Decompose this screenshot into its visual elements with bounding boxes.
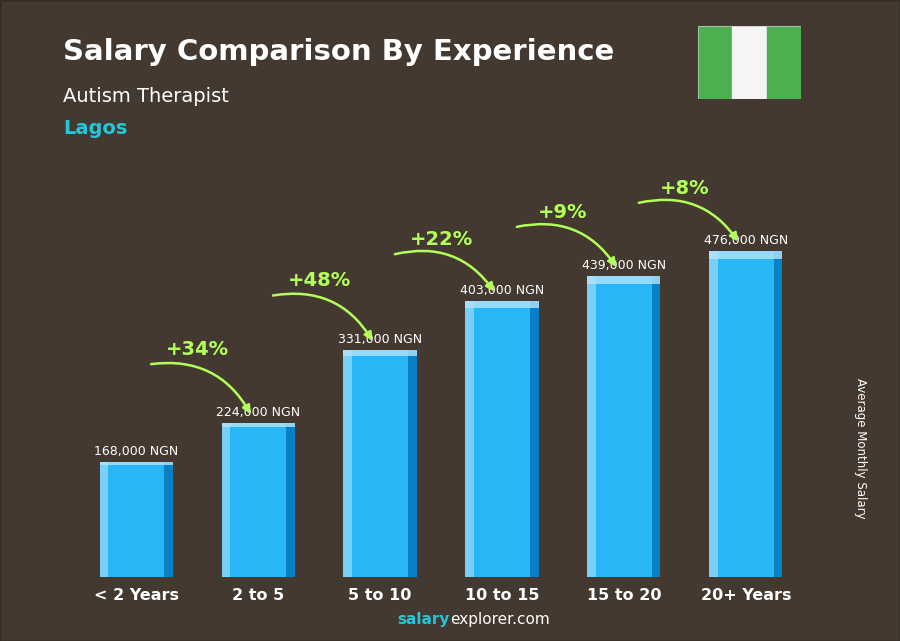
Bar (465, 301, 538, 577)
Text: Autism Therapist: Autism Therapist (63, 87, 229, 106)
Text: +22%: +22% (410, 230, 472, 249)
Bar (221, 424, 230, 577)
Text: Salary Comparison By Experience: Salary Comparison By Experience (63, 38, 614, 67)
Bar (286, 424, 294, 577)
Text: 403,000 NGN: 403,000 NGN (460, 284, 544, 297)
Bar (344, 350, 417, 356)
Bar (465, 301, 538, 308)
Text: 476,000 NGN: 476,000 NGN (704, 233, 788, 247)
Bar (588, 276, 661, 577)
Text: explorer.com: explorer.com (450, 612, 550, 627)
Text: +34%: +34% (166, 340, 229, 359)
Bar (100, 462, 173, 577)
Text: Average Monthly Salary: Average Monthly Salary (854, 378, 867, 519)
Bar (588, 276, 596, 577)
Bar (709, 251, 782, 577)
Bar (164, 462, 173, 577)
Text: +8%: +8% (660, 179, 710, 198)
Bar (709, 251, 782, 259)
Bar (588, 276, 661, 283)
Bar (408, 350, 417, 577)
Text: 224,000 NGN: 224,000 NGN (216, 406, 301, 419)
Bar (652, 276, 661, 577)
Bar (344, 350, 417, 577)
Bar (100, 462, 173, 465)
Text: 331,000 NGN: 331,000 NGN (338, 333, 422, 346)
Bar (221, 424, 294, 428)
Text: 168,000 NGN: 168,000 NGN (94, 445, 178, 458)
Bar (709, 251, 718, 577)
Bar (774, 251, 782, 577)
Bar (100, 462, 108, 577)
Text: +9%: +9% (538, 203, 588, 222)
Bar (732, 26, 767, 99)
Text: Lagos: Lagos (63, 119, 128, 138)
Bar (530, 301, 538, 577)
Bar (465, 301, 474, 577)
Text: salary: salary (398, 612, 450, 627)
Text: +48%: +48% (287, 272, 351, 290)
Text: 439,000 NGN: 439,000 NGN (581, 259, 666, 272)
Bar (767, 26, 801, 99)
Bar (344, 350, 352, 577)
Bar (221, 424, 294, 577)
Bar (698, 26, 732, 99)
